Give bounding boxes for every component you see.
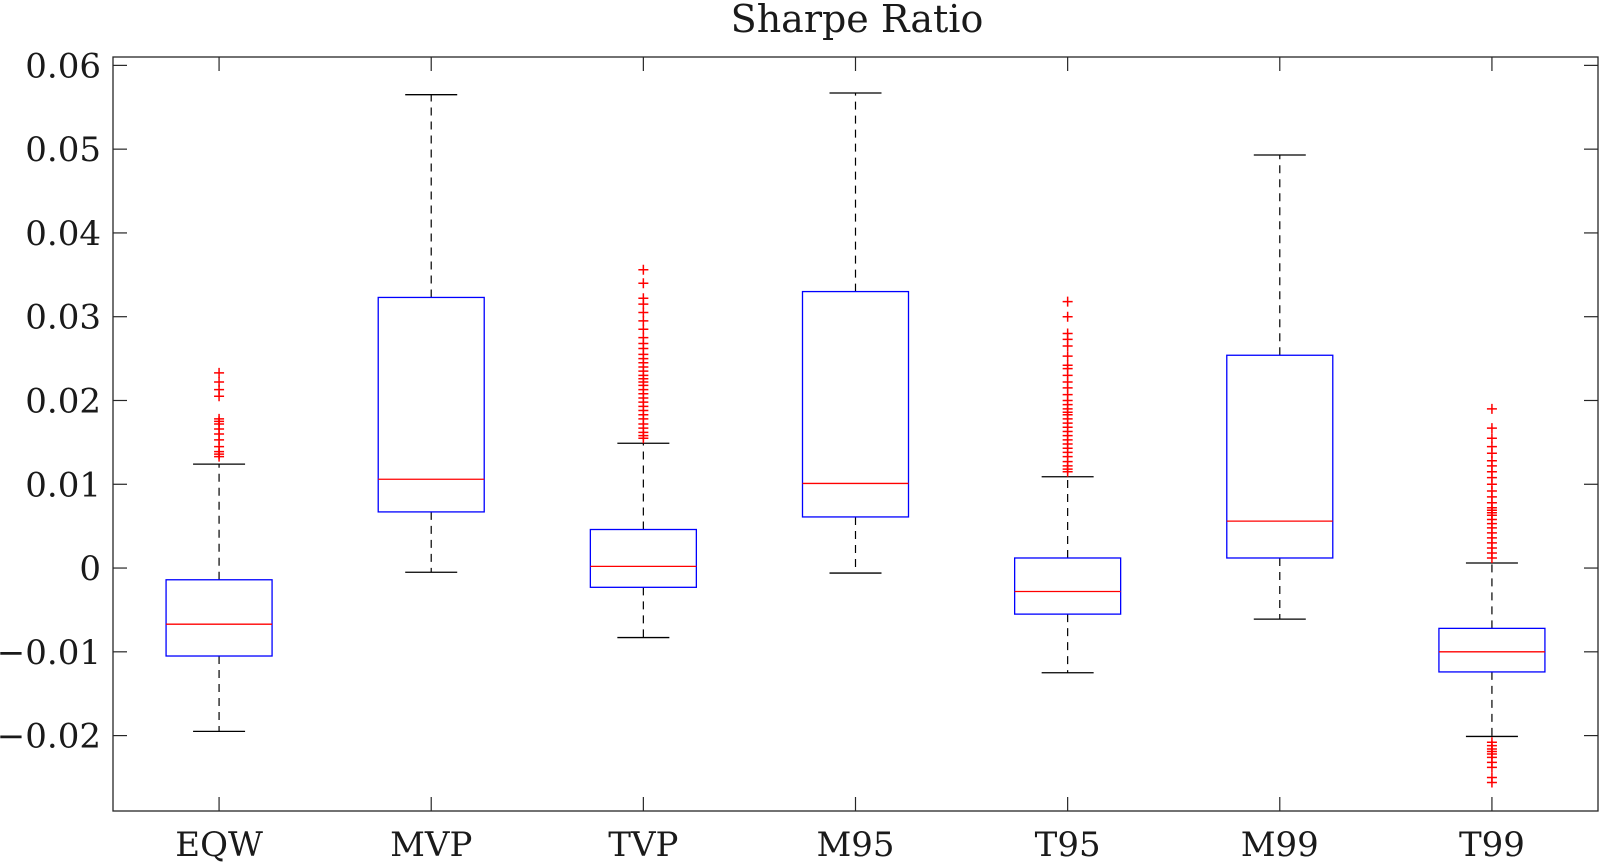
iqr-box: [377, 296, 485, 513]
iqr-box: [801, 290, 910, 518]
iqr-box: [165, 579, 273, 657]
outlier-point: [1486, 403, 1497, 414]
y-tick-label: −0.02: [0, 717, 101, 757]
outlier-point: [1486, 762, 1497, 773]
outlier-point: [1486, 777, 1497, 788]
y-tick-label: 0.03: [25, 298, 101, 338]
y-tick-label: 0.05: [25, 130, 101, 170]
iqr-box: [1013, 557, 1122, 615]
iqr-box: [1226, 354, 1334, 559]
y-tick-label: 0.02: [25, 381, 101, 421]
y-tick-label: 0.01: [25, 465, 101, 505]
x-tick-label: MVP: [390, 825, 472, 864]
outlier-point: [1486, 433, 1497, 444]
x-tick-label: EQW: [175, 825, 263, 864]
outlier-point: [1062, 328, 1073, 339]
outlier-point: [214, 377, 225, 388]
outlier-point: [638, 315, 649, 326]
outlier-point: [638, 324, 649, 335]
outlier-point: [1062, 296, 1073, 307]
x-tick-label: T99: [1459, 825, 1525, 864]
outlier-point: [1062, 351, 1073, 362]
chart-title: Sharpe Ratio: [731, 0, 984, 41]
iqr-box: [589, 528, 698, 588]
y-tick-label: 0.04: [25, 214, 101, 254]
outlier-point: [638, 307, 649, 318]
y-tick-label: 0.06: [25, 46, 101, 86]
x-tick-label: M99: [1241, 825, 1319, 864]
outlier-point: [1062, 360, 1073, 371]
outlier-point: [638, 293, 649, 304]
y-tick-label: 0: [79, 549, 101, 589]
outlier-point: [638, 332, 649, 343]
outlier-point: [214, 413, 225, 424]
outlier-point: [1486, 441, 1497, 452]
iqr-box: [1438, 627, 1546, 673]
x-tick-label: M95: [816, 825, 894, 864]
outlier-point: [1486, 423, 1497, 434]
outlier-point: [638, 264, 649, 275]
x-tick-label: T95: [1035, 825, 1101, 864]
outlier-point: [1062, 311, 1073, 322]
outlier-point: [638, 278, 649, 289]
outlier-point: [214, 367, 225, 378]
y-tick-label: −0.01: [0, 633, 101, 673]
x-tick-label: TVP: [608, 825, 678, 864]
